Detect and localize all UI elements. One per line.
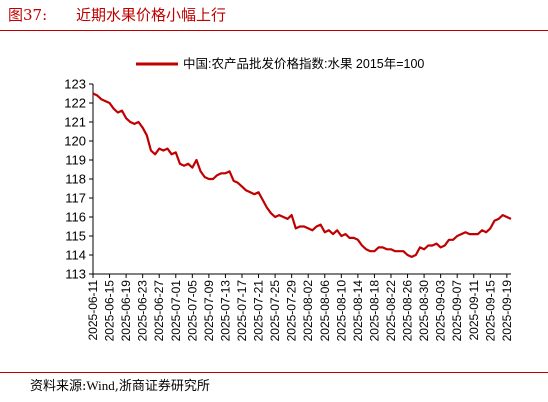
x-tick-label: 2025-07-01 <box>169 280 183 342</box>
source-suffix: ,浙商证券研究所 <box>114 379 210 394</box>
x-tick-label: 2025-09-11 <box>467 280 481 341</box>
source-divider <box>0 372 548 373</box>
figure-number: 图37: <box>8 6 48 24</box>
legend: 中国:农产品批发价格指数:水果 2015年=100 <box>136 56 424 71</box>
axes <box>92 84 511 275</box>
x-tick-label: 2025-08-06 <box>318 280 332 342</box>
x-tick-label: 2025-07-17 <box>235 280 249 342</box>
x-tick-label: 2025-06-15 <box>103 280 117 342</box>
x-tick-label: 2025-09-03 <box>434 280 448 342</box>
source-note: 资料来源:Wind,浙商证券研究所 <box>30 376 210 397</box>
x-tick-label: 2025-07-25 <box>268 280 282 342</box>
x-tick-label: 2025-08-02 <box>301 280 315 342</box>
source-prefix: 资料来源: <box>30 379 87 394</box>
x-tick-label: 2025-08-26 <box>401 280 415 342</box>
figure-title-text: 近期水果价格小幅上行 <box>76 6 227 24</box>
series-line-fruit-price-index <box>92 92 512 258</box>
title-divider <box>0 30 548 31</box>
y-tick-label: 119 <box>65 153 86 168</box>
source-wind: Wind <box>86 378 115 393</box>
x-tick-label: 2025-09-19 <box>500 280 514 342</box>
y-tick-label: 121 <box>64 115 86 130</box>
x-tick-label: 2025-08-18 <box>367 280 381 342</box>
x-tick-label: 2025-07-13 <box>218 280 232 342</box>
line-chart: 中国:农产品批发价格指数:水果 2015年=100 11311411511611… <box>64 56 514 341</box>
y-tick-label: 120 <box>64 134 86 149</box>
y-tick-label: 113 <box>65 267 86 282</box>
y-tick-label: 118 <box>65 172 86 187</box>
x-tick-label: 2025-06-19 <box>119 280 133 342</box>
x-tick-label: 2025-06-23 <box>136 280 150 342</box>
y-tick-label: 117 <box>65 191 86 206</box>
x-tick-label: 2025-09-07 <box>450 280 464 342</box>
x-tick-label: 2025-08-30 <box>417 280 431 342</box>
x-tick-label: 2025-06-27 <box>152 280 166 342</box>
x-axis: 2025-06-11 2025-06-15 2025-06-19 2025-06-23… <box>86 274 514 341</box>
x-tick-label: 2025-07-05 <box>185 280 199 342</box>
figure-title: 图37: 近期水果价格小幅上行 <box>8 4 226 26</box>
y-tick-label: 116 <box>65 210 86 225</box>
x-tick-label: 2025-08-22 <box>384 280 398 342</box>
x-tick-label: 2025-08-14 <box>351 280 365 342</box>
x-tick-label: 2025-09-15 <box>483 280 497 342</box>
legend-label: 中国:农产品批发价格指数:水果 2015年=100 <box>183 56 424 71</box>
y-tick-label: 115 <box>65 229 86 244</box>
x-tick-label: 2025-07-29 <box>285 280 299 342</box>
y-tick-label: 123 <box>64 77 86 92</box>
x-tick-label: 2025-07-09 <box>202 280 216 342</box>
y-tick-label: 122 <box>64 96 86 111</box>
y-tick-label: 114 <box>65 248 86 263</box>
x-tick-label: 2025-08-10 <box>334 280 348 342</box>
x-tick-label: 2025-07-21 <box>252 280 266 342</box>
x-tick-label: 2025-06-11 <box>86 280 100 341</box>
y-axis: 113 114 115 116 117 118 119 120 121 122 123 <box>64 77 93 282</box>
